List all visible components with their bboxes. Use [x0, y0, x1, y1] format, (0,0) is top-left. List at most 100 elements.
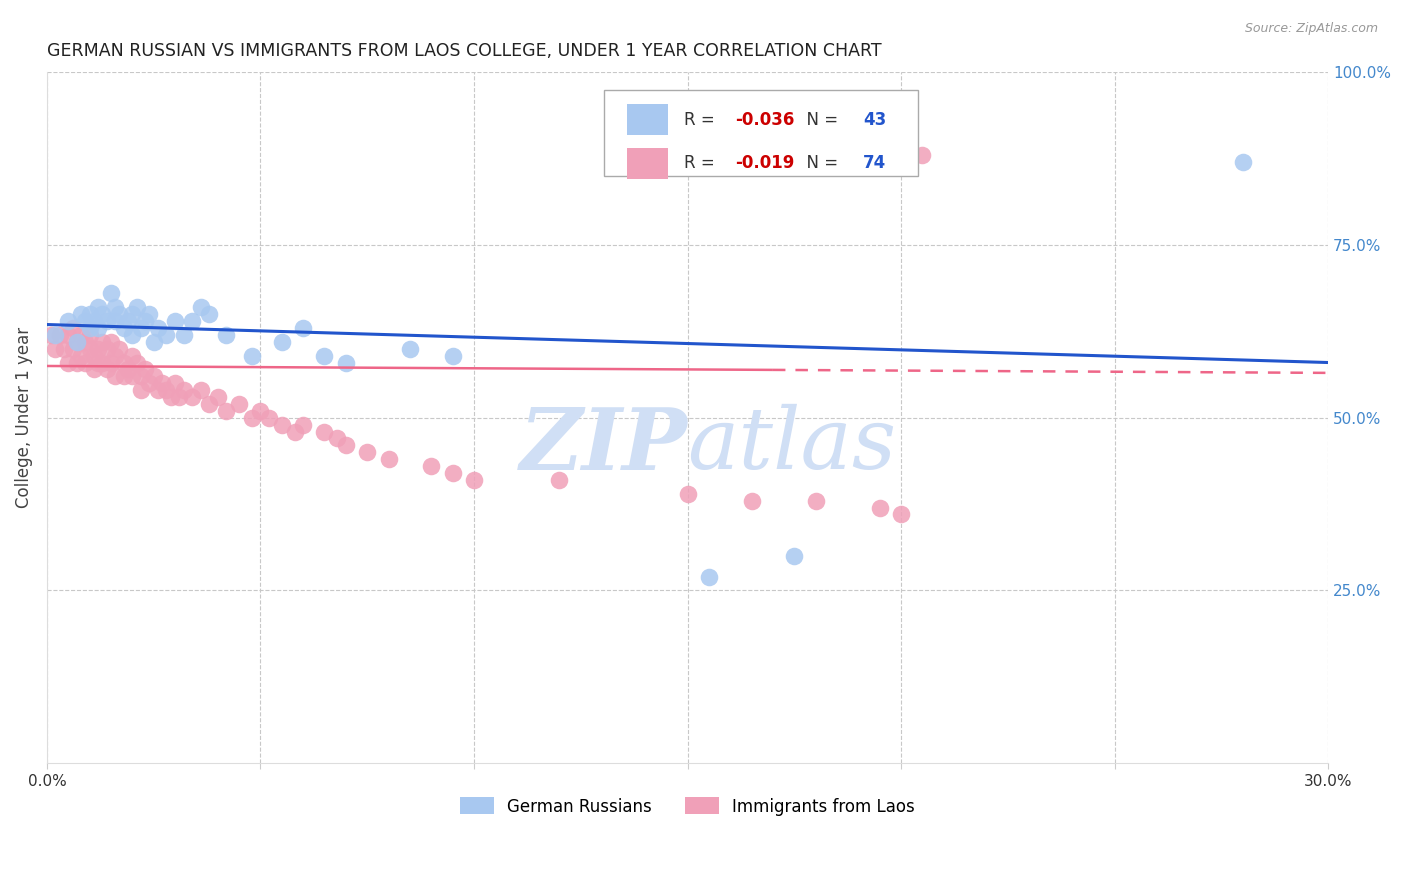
Point — [62, 321, 84, 335]
Point — [1232, 155, 1254, 169]
Point — [100, 334, 122, 349]
Point — [169, 390, 191, 404]
Point — [79, 342, 101, 356]
Point — [121, 369, 143, 384]
Point — [108, 342, 131, 356]
Point — [270, 334, 292, 349]
Text: GERMAN RUSSIAN VS IMMIGRANTS FROM LAOS COLLEGE, UNDER 1 YEAR CORRELATION CHART: GERMAN RUSSIAN VS IMMIGRANTS FROM LAOS C… — [46, 42, 882, 60]
Point — [804, 493, 827, 508]
Point — [104, 349, 127, 363]
Point — [129, 369, 152, 384]
Point — [215, 327, 238, 342]
Point — [48, 327, 70, 342]
Point — [173, 383, 195, 397]
Point — [87, 300, 110, 314]
Point — [181, 390, 204, 404]
Point — [58, 314, 80, 328]
Point — [117, 314, 139, 328]
Point — [356, 445, 378, 459]
Point — [112, 321, 135, 335]
Text: atlas: atlas — [688, 404, 897, 487]
Point — [62, 342, 84, 356]
Point — [150, 376, 173, 391]
Point — [96, 342, 118, 356]
Point — [112, 355, 135, 369]
Point — [66, 355, 89, 369]
Point — [292, 417, 315, 432]
Point — [159, 390, 181, 404]
Point — [207, 390, 229, 404]
Point — [314, 425, 336, 439]
Text: N =: N = — [796, 111, 844, 129]
Point — [173, 327, 195, 342]
Point — [215, 404, 238, 418]
Legend: German Russians, Immigrants from Laos: German Russians, Immigrants from Laos — [453, 789, 922, 824]
Point — [697, 569, 720, 583]
Point — [783, 549, 806, 563]
Point — [142, 334, 165, 349]
Point — [96, 314, 118, 328]
Point — [91, 307, 114, 321]
Point — [58, 327, 80, 342]
Point — [138, 307, 160, 321]
Point — [441, 349, 464, 363]
Point — [44, 327, 66, 342]
Point — [890, 508, 912, 522]
Point — [104, 314, 127, 328]
Point — [190, 383, 212, 397]
Point — [39, 327, 62, 342]
Point — [79, 307, 101, 321]
Point — [104, 300, 127, 314]
Bar — [605, 90, 918, 176]
Point — [292, 321, 315, 335]
Point — [83, 314, 105, 328]
Point — [163, 376, 186, 391]
Point — [104, 369, 127, 384]
Point — [117, 362, 139, 376]
Point — [240, 410, 263, 425]
Point — [87, 355, 110, 369]
Text: ZIP: ZIP — [520, 404, 688, 487]
Y-axis label: College, Under 1 year: College, Under 1 year — [15, 327, 32, 508]
Point — [87, 342, 110, 356]
Point — [146, 383, 169, 397]
Point — [121, 349, 143, 363]
Text: R =: R = — [683, 111, 720, 129]
Point — [70, 349, 93, 363]
Point — [138, 376, 160, 391]
Point — [257, 410, 280, 425]
Point — [108, 307, 131, 321]
Point — [240, 349, 263, 363]
Point — [129, 383, 152, 397]
Point — [326, 432, 349, 446]
Text: 43: 43 — [863, 111, 886, 129]
Point — [125, 300, 148, 314]
Point — [70, 327, 93, 342]
Point — [112, 369, 135, 384]
Text: -0.036: -0.036 — [735, 111, 794, 129]
Point — [83, 349, 105, 363]
Point — [52, 342, 75, 356]
Point — [676, 487, 699, 501]
Point — [181, 314, 204, 328]
Point — [79, 321, 101, 335]
Point — [420, 459, 443, 474]
Point — [70, 307, 93, 321]
Point — [44, 342, 66, 356]
Point — [100, 286, 122, 301]
Point — [190, 300, 212, 314]
Point — [75, 355, 97, 369]
Point — [146, 321, 169, 335]
Point — [270, 417, 292, 432]
Text: R =: R = — [683, 154, 720, 172]
Point — [129, 321, 152, 335]
Point — [548, 473, 571, 487]
Point — [91, 334, 114, 349]
Point — [79, 327, 101, 342]
Point — [249, 404, 271, 418]
Point — [163, 314, 186, 328]
Point — [335, 438, 357, 452]
Point — [66, 334, 89, 349]
Point — [284, 425, 307, 439]
Point — [198, 397, 221, 411]
